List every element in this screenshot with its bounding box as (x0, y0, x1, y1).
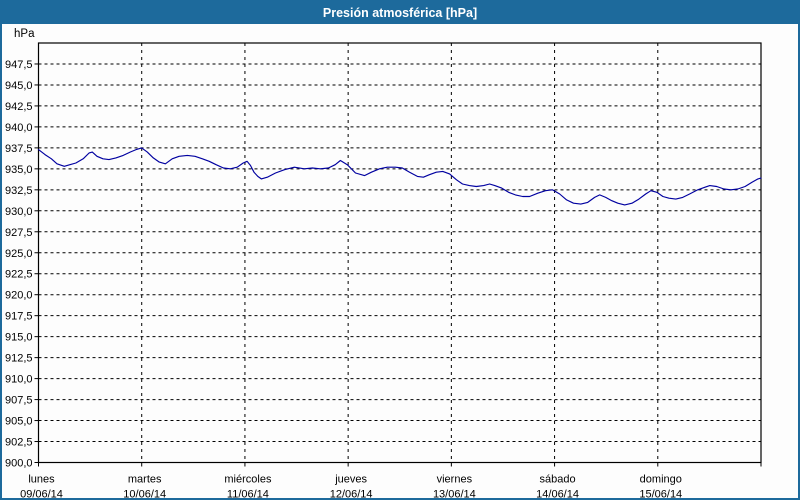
x-day-label: sábado (540, 474, 576, 486)
x-day-label: jueves (334, 474, 367, 486)
plot-frame (37, 42, 762, 464)
x-date-label: 12/06/14 (330, 489, 373, 500)
y-tick-label: 922,5 (5, 269, 33, 281)
y-tick-label: 940,0 (5, 122, 33, 134)
y-tick-label: 905,0 (5, 416, 33, 428)
y-tick-label: 932,5 (5, 185, 33, 197)
pressure-chart-canvas: 947,5 945,0 942,5 940,0 937,5 935,0 932,5 930,0… (5, 28, 762, 500)
y-tick-label: 902,5 (5, 437, 33, 449)
y-tick-label: 900,0 (5, 458, 33, 470)
x-date-label: 09/06/14 (20, 489, 63, 500)
y-tick-label: 910,0 (5, 374, 33, 386)
y-tick-label: 930,0 (5, 206, 33, 218)
window-title: Presión atmosférica [hPa] (322, 6, 478, 20)
pressure-series-line (37, 147, 762, 206)
y-axis-unit-label: hPa (14, 28, 35, 40)
x-date-label: 15/06/14 (639, 489, 682, 500)
x-date-label: 11/06/14 (227, 489, 269, 500)
y-tick-label: 935,0 (5, 164, 33, 176)
y-tick-label: 927,5 (5, 227, 33, 239)
y-tick-label: 912,5 (5, 353, 33, 365)
x-day-label: viernes (437, 474, 473, 486)
x-date-label: 10/06/14 (123, 489, 166, 500)
window-title-bar[interactable]: Presión atmosférica [hPa] (2, 2, 798, 24)
y-tick-label: 947,5 (5, 59, 33, 71)
x-day-label: domingo (640, 474, 682, 486)
y-tick-label: 945,0 (5, 80, 33, 92)
pressure-chart: 947,5 945,0 942,5 940,0 937,5 935,0 932,5 930,0… (2, 24, 798, 500)
y-tick-label: 920,0 (5, 290, 33, 302)
y-tick-label: 925,0 (5, 248, 33, 260)
y-tick-label: 907,5 (5, 395, 33, 407)
x-day-label: miércoles (224, 474, 272, 486)
y-tick-label: 917,5 (5, 311, 33, 323)
x-day-label: martes (128, 474, 162, 486)
y-tick-label: 937,5 (5, 143, 33, 155)
x-date-label: 14/06/14 (536, 489, 579, 500)
x-date-label: 13/06/14 (433, 489, 476, 500)
y-tick-label: 915,0 (5, 332, 33, 344)
x-day-label: lunes (28, 474, 55, 486)
y-tick-label: 942,5 (5, 101, 33, 113)
